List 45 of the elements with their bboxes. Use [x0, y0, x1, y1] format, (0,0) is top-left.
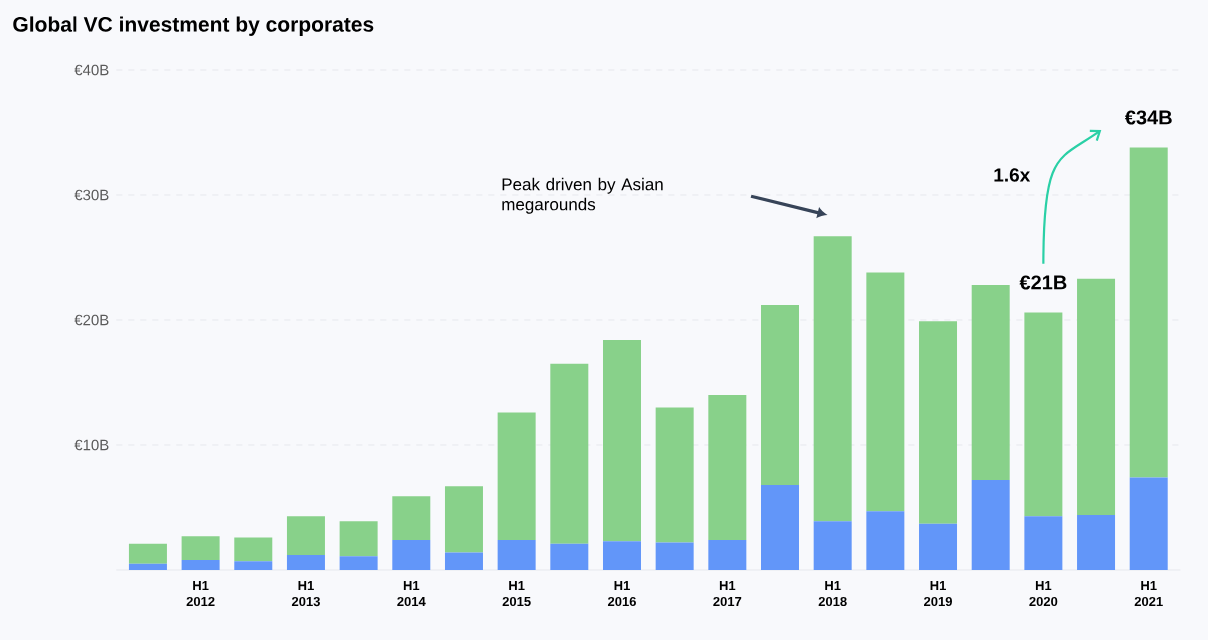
bar [1024, 312, 1063, 517]
bar [1077, 278, 1116, 515]
bar [1129, 147, 1168, 478]
annotation: 1.6x [994, 168, 1031, 182]
bar [1024, 516, 1063, 570]
bar [392, 496, 431, 540]
bar [181, 559, 220, 570]
bar [234, 537, 273, 562]
bar [866, 511, 905, 570]
annotation: Peak driven by Asian megarounds [502, 177, 663, 214]
bar [128, 543, 167, 564]
bar [550, 363, 589, 544]
bar [655, 542, 694, 570]
bar [497, 412, 536, 540]
bar [971, 284, 1010, 480]
bar [813, 521, 852, 570]
annotation: €34B [1124, 110, 1172, 125]
bar [444, 486, 483, 553]
bar [602, 339, 641, 542]
bar [919, 523, 958, 570]
bar [444, 552, 483, 570]
bar [761, 484, 800, 570]
bar [602, 541, 641, 570]
bar [655, 407, 694, 543]
bar [339, 556, 378, 570]
annotation: €21B [1019, 275, 1067, 290]
bar [550, 543, 589, 570]
chart-title: Global VC investment by corporates [13, 16, 374, 36]
bar [866, 272, 905, 512]
bar [919, 321, 958, 524]
bar [181, 536, 220, 560]
bar [708, 394, 747, 540]
bar [761, 304, 800, 485]
bar [128, 563, 167, 570]
bar [708, 539, 747, 570]
bar [497, 539, 536, 570]
bar [813, 236, 852, 522]
bar [286, 554, 325, 570]
bar [1129, 477, 1168, 570]
bar [339, 521, 378, 557]
bar [234, 561, 273, 570]
bar [971, 479, 1010, 570]
bar [1077, 514, 1116, 570]
bar [286, 516, 325, 555]
bar [392, 539, 431, 570]
